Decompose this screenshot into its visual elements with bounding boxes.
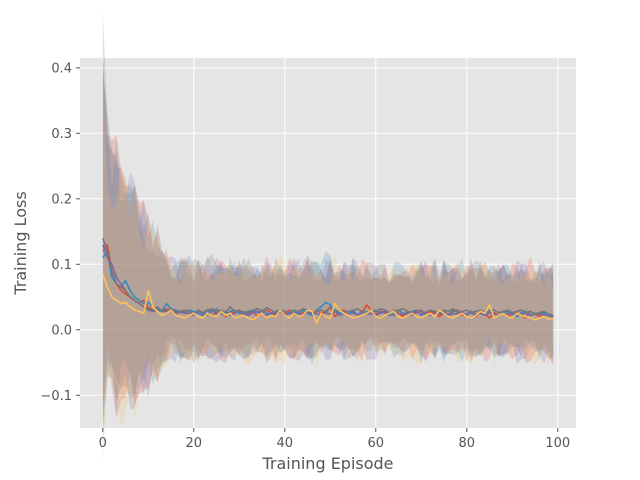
y-tick-label: 0.3 [51,127,72,142]
x-tick-label: 80 [459,436,476,451]
x-tick-label: 40 [276,436,293,451]
y-tick-label: 0.4 [51,61,72,76]
error-bands [102,11,554,463]
series-line [102,273,554,325]
plot-background [80,58,576,428]
x-tick-label: 60 [368,436,385,451]
y-axis-label: Training Loss [11,191,30,295]
series-line [102,237,554,317]
y-tick-label: −0.1 [40,389,72,404]
error-band [102,59,554,412]
x-axis: 0 20 40 60 80 100 [99,428,570,451]
series-lines [102,237,554,325]
x-tick-label: 20 [185,436,202,451]
y-tick-label: 0.0 [51,323,72,338]
y-axis: −0.1 0.0 0.1 0.2 0.3 0.4 [40,61,80,404]
error-band [102,57,554,426]
x-tick-label: 0 [99,436,107,451]
y-tick-label: 0.1 [51,258,72,273]
x-axis-label: Training Episode [261,454,393,473]
error-band [102,73,554,424]
x-tick-label: 100 [545,436,570,451]
y-tick-label: 0.2 [51,192,72,207]
error-band [102,11,554,443]
grid [80,58,576,428]
